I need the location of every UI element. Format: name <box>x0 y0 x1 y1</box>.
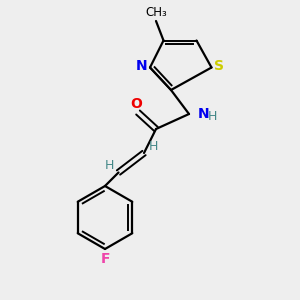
Text: S: S <box>214 59 224 73</box>
Text: N: N <box>136 59 147 73</box>
Text: N: N <box>197 107 209 121</box>
Text: H: H <box>105 159 114 172</box>
Text: H: H <box>208 110 217 124</box>
Text: O: O <box>130 97 142 111</box>
Text: CH₃: CH₃ <box>145 6 167 19</box>
Text: H: H <box>148 140 158 153</box>
Text: F: F <box>100 252 110 266</box>
